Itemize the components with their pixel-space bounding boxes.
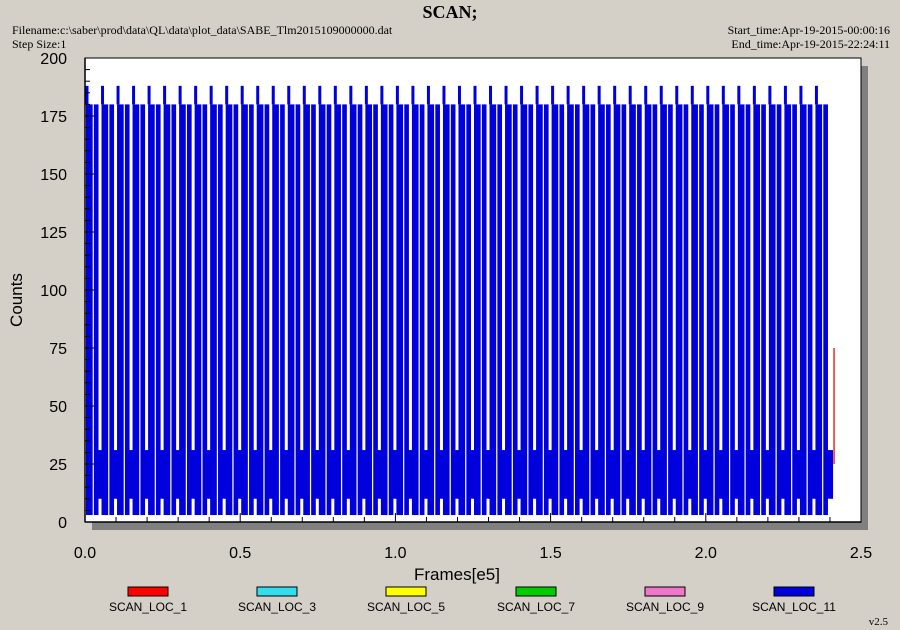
series-scan-loc-11-scan	[318, 104, 332, 516]
legend-swatch	[515, 586, 557, 597]
x-tick-label: 2.0	[695, 545, 717, 562]
series-scan-loc-11-scan	[287, 104, 301, 516]
x-axis-label: Frames[e5]	[414, 565, 500, 584]
series-scan-loc-11-scan	[334, 104, 347, 516]
series-scan-loc-11-scan	[427, 104, 440, 516]
series-layer	[85, 85, 835, 516]
y-tick-label: 75	[49, 341, 67, 358]
y-tick-label: 100	[40, 283, 67, 300]
series-scan-loc-11-scan	[349, 104, 363, 516]
series-scan-loc-11-scan	[474, 104, 487, 516]
y-tick-label: 50	[49, 399, 67, 416]
legend-swatch	[773, 586, 815, 597]
series-scan-loc-11-scan	[117, 104, 130, 516]
legend-label: SCAN_LOC_1	[109, 600, 187, 614]
legend-label: SCAN_LOC_5	[367, 600, 445, 614]
series-scan-loc-11-scan	[706, 104, 720, 516]
series-scan-loc-11-scan	[163, 104, 177, 516]
series-scan-loc-11-scan	[303, 104, 316, 516]
step-size-label: Step Size:1	[12, 37, 67, 51]
legend-swatch	[127, 586, 169, 597]
series-scan-loc-11-scan	[272, 104, 285, 516]
series-scan-loc-11-scan	[644, 104, 658, 516]
series-scan-loc-11-scan	[489, 104, 503, 516]
series-scan-loc-11-scan	[660, 104, 673, 516]
series-scan-loc-11-scan	[148, 104, 161, 516]
series-scan-loc-11-scan	[396, 104, 409, 516]
series-scan-loc-11-scan	[86, 104, 99, 516]
y-tick-label: 125	[40, 225, 67, 242]
legend: SCAN_LOC_1 SCAN_LOC_3 SCAN_LOC_5 SCAN_LOC_7…	[109, 586, 836, 614]
series-scan-loc-11-scan	[799, 104, 813, 516]
y-tick-label: 0	[58, 515, 67, 532]
x-tick-label: 2.5	[850, 545, 872, 562]
series-scan-loc-11-scan	[613, 104, 627, 516]
series-scan-loc-11-scan	[505, 104, 518, 516]
series-scan-loc-11-scan	[737, 104, 751, 516]
end-time-label: End_time:Apr-19-2015-22:24:11	[731, 37, 890, 51]
series-scan-loc-11-scan	[768, 104, 782, 516]
series-scan-loc-11-scan	[598, 104, 611, 516]
series-scan-loc-11-scan	[458, 104, 471, 516]
legend-label: SCAN_LOC_3	[238, 600, 316, 614]
legend-swatch	[644, 586, 686, 597]
series-scan-loc-11-scan	[179, 104, 192, 516]
series-scan-loc-11-scan	[365, 104, 378, 516]
legend-swatch	[385, 586, 427, 597]
series-scan-loc-11-scan	[225, 104, 239, 516]
y-tick-label: 200	[40, 51, 67, 68]
series-scan-loc-11-scan	[567, 104, 580, 516]
y-axis-label: Counts	[7, 273, 26, 327]
series-scan-loc-11-scan	[536, 104, 549, 516]
series-scan-loc-11-scan	[194, 104, 208, 516]
legend-label: SCAN_LOC_9	[626, 600, 704, 614]
axes-layer: 0 25 50 75 100 125 150 175 200 0.0 0.5 1.0 1.5 2.0 2.5	[40, 51, 872, 562]
series-scan-loc-11-scan	[691, 104, 704, 516]
x-tick-label: 1.0	[384, 545, 406, 562]
series-scan-loc-11-scan	[442, 104, 456, 516]
series-scan-loc-11-scan	[629, 104, 642, 516]
series-scan-loc-11-scan	[815, 104, 828, 516]
x-tick-label: 0.5	[229, 545, 251, 562]
series-scan-loc-11-scan	[241, 104, 254, 516]
series-scan-loc-11-scan	[675, 104, 689, 516]
series-scan-loc-11-scan	[582, 104, 596, 516]
series-scan-loc-11-scan	[753, 104, 766, 516]
series-scan-loc-11-scan	[722, 104, 735, 516]
version-label: v2.5	[868, 616, 888, 628]
series-scan-loc-11-scan	[520, 104, 534, 516]
y-tick-label: 25	[49, 457, 67, 474]
x-tick-label: 1.5	[539, 545, 561, 562]
series-scan-loc-11-scan	[210, 104, 223, 516]
series-scan-loc-11-scan	[256, 104, 270, 516]
start-time-label: Start_time:Apr-19-2015-00:00:16	[727, 23, 890, 37]
series-scan-loc-11-scan	[101, 104, 115, 516]
series-scan-loc-11-scan	[411, 104, 425, 516]
legend-label: SCAN_LOC_11	[752, 600, 836, 614]
series-scan-loc-11-scan	[132, 104, 146, 516]
y-tick-label: 175	[40, 109, 67, 126]
legend-swatch	[256, 586, 298, 597]
series-scan-loc-11-scan	[380, 104, 394, 516]
legend-label: SCAN_LOC_7	[497, 600, 575, 614]
series-scan-loc-11-scan	[551, 104, 565, 516]
x-tick-label: 0.0	[74, 545, 96, 562]
series-scan-loc-11-scan	[784, 104, 797, 516]
y-tick-label: 150	[40, 167, 67, 184]
filename-label: Filename:c:\saber\prod\data\QL\data\plot…	[12, 23, 393, 37]
chart-title: SCAN;	[422, 2, 478, 22]
